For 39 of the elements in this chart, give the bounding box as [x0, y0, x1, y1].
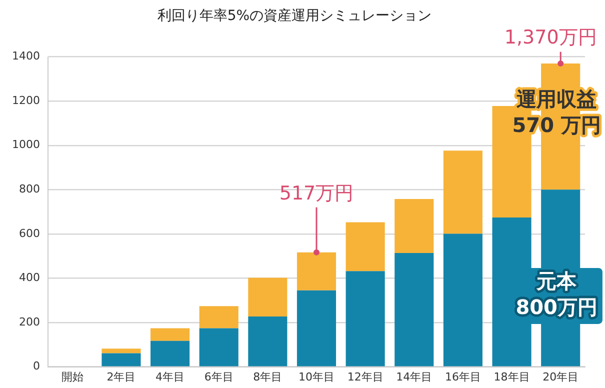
x-tick-label: 開始	[61, 370, 84, 384]
bar	[199, 328, 238, 366]
y-tick-label: 1400	[12, 50, 40, 63]
bar	[248, 278, 288, 317]
chart-title: 利回り年率5%の資産運用シミュレーション	[157, 8, 432, 24]
x-tick-label: 8年目	[253, 370, 282, 384]
bar	[346, 271, 385, 366]
x-tick-label: 6年目	[204, 370, 234, 384]
bar	[248, 316, 288, 366]
x-tick-label: 12年目	[347, 370, 384, 384]
x-tick-label: 16年目	[444, 370, 481, 384]
y-tick-label: 600	[18, 226, 40, 240]
y-tick-label: 1200	[12, 94, 40, 107]
y-tick-label: 800	[18, 182, 40, 196]
y-tick-label: 400	[18, 271, 40, 284]
bar	[394, 198, 434, 253]
bar	[102, 348, 141, 354]
annotation: 元本 800万円	[516, 269, 598, 320]
bar	[296, 290, 336, 366]
bar	[199, 306, 238, 328]
x-tick-label: 2年目	[106, 370, 136, 384]
x-tick-label: 4年目	[156, 370, 185, 384]
x-tick-label: 20年目	[542, 370, 579, 384]
x-tick-label: 18年目	[494, 370, 530, 384]
y-tick-label: 1000	[12, 138, 40, 152]
annotation: 517万円	[279, 182, 354, 204]
bar	[102, 353, 141, 366]
bar	[150, 328, 190, 341]
bar	[346, 222, 385, 272]
bar	[150, 340, 190, 366]
y-tick-label: 0	[32, 360, 40, 373]
x-tick-label: 14年目	[396, 370, 432, 384]
bar	[394, 252, 434, 366]
y-tick-label: 200	[18, 315, 40, 328]
annotation: 1,370万円	[504, 26, 597, 49]
bar	[443, 234, 482, 366]
bar	[443, 150, 482, 234]
bar	[296, 252, 336, 290]
x-tick-label: 10年目	[298, 370, 334, 384]
